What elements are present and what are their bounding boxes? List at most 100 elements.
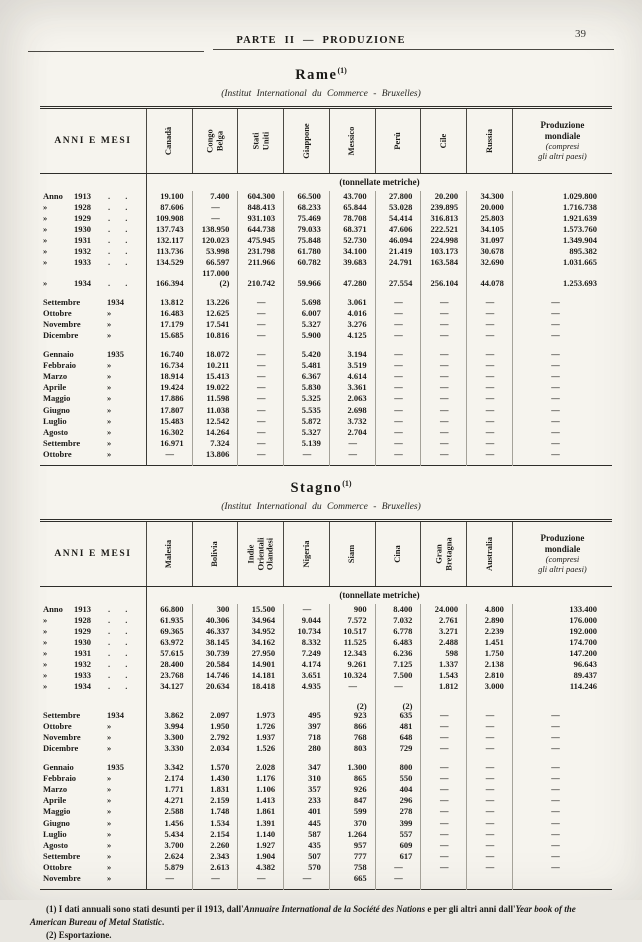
value-cell: 114.246 [511,681,612,693]
value-cell: 5.139 [283,437,330,449]
row-label: Marzo » [40,371,146,382]
value-cell: 4.800 [466,603,513,615]
country-column-label: Bolivia [209,541,220,567]
world-production-subnote: (compresi gli altri paesi) [538,140,587,161]
country-column-label: Stati Uniti [250,131,270,151]
value-cell: 475.945 [237,235,284,247]
value-cell: 316.813 [420,213,467,225]
row-year: 1931 [74,235,91,246]
value-cell: — [374,393,421,405]
value-cell: — [374,307,421,319]
value-cell: 5.830 [283,382,330,394]
value-cell: 609 [374,839,421,851]
value-cell: — [420,784,467,796]
value-cell: 777 [328,850,376,862]
value-cell: 21.419 [374,246,421,258]
value-cell: — [420,360,467,372]
value-cell: 2.488 [420,637,467,649]
value-cell: 166.394 [145,268,193,289]
country-column-label: Giappone [300,123,311,159]
row-label: » 1931 . . [40,235,146,246]
row-name: Anno [43,190,63,201]
value-cell: 399 [374,817,421,829]
value-cell: — [511,415,612,427]
value-cell: — [511,784,612,796]
value-cell: 3.330 [145,742,193,755]
value-cell: — [511,393,612,405]
value-cell: 13.226 [191,288,238,308]
country-column-label: Perù [392,132,403,150]
row-year: 1934 [107,709,124,720]
row-name: Novembre [43,872,81,883]
table-row: » 1928 . . 87.606—848.413 68.233 65.844 53.028… [40,201,612,214]
row-name: Maggio [43,393,71,404]
value-cell: — [191,201,238,214]
value-cell: 14.264 [191,426,238,438]
table-row: Anno 1913 . . 66.800 300 15.500—900 8.400 24.00… [40,603,612,615]
row-year: 1929 [74,626,91,636]
value-cell: 117.000 (2) [191,268,238,289]
value-cell: 5.434 [145,828,193,840]
row-year: 1931 [74,648,91,659]
value-cell: 8.400 [374,603,421,615]
table-row: Aprile» 19.424 19.022—5.830 3.361— — — — [40,382,612,394]
value-cell: 224.998 [420,235,467,247]
row-name: Settembre [43,709,81,720]
value-cell: 68.233 [283,201,330,214]
value-cell: — [466,817,513,829]
value-cell: 5.698 [283,288,330,308]
value-cell: — [466,850,513,862]
table-row: » 1930 . . 63.972 38.145 34.162 8.332 11.525 6.4… [40,637,612,649]
value-cell [511,872,612,890]
value-cell: 30.739 [191,648,238,660]
row-label: » 1931 . . [40,648,146,659]
header-rule [28,48,614,53]
country-column-header: Russia [466,107,513,174]
country-column-header: Cile [420,107,467,174]
value-cell: 46.094 [374,235,421,247]
value-cell: — [511,839,612,851]
value-cell: — [466,720,513,732]
value-cell: — [237,872,284,890]
value-cell: 2.260 [191,839,238,851]
value-cell: 1.534 [191,817,238,829]
value-cell: — [466,784,513,796]
value-cell: 1.337 [420,659,467,671]
value-cell: 231.798 [237,246,284,258]
row-name: » [43,681,48,692]
value-cell: — [466,742,513,755]
value-cell: 20.200 [420,190,467,202]
country-column-header: Siam [328,520,376,587]
country-column-header: Malesia [145,520,193,587]
table-row: Ottobre» 5.879 2.613 4.382 570 758— — — — [40,861,612,873]
value-cell: 103.173 [420,246,467,258]
value-cell: 900 [328,603,376,615]
world-production-subnote: (compresi gli altri paesi) [538,553,587,574]
value-cell: 176.000 [511,614,612,626]
value-cell: — [420,731,467,743]
value-cell: — [511,318,612,330]
value-cell: — [466,861,513,873]
value-cell: — [511,360,612,372]
value-cell: 137.743 [145,224,193,236]
value-cell: 63.972 [145,637,193,649]
table-row: » 1934. . 166.394 117.000 (2) 210.742 59.966 4… [40,268,612,289]
row-name: Agosto [43,426,69,437]
value-cell: — [511,307,612,319]
value-cell: — [420,341,467,361]
value-cell: 926 [328,784,376,796]
table-row: Settembre» 16.971 7.324—5.139— — — — — [40,437,612,449]
row-label: Maggio » [40,393,146,404]
row-name: Agosto [43,839,69,850]
row-dot-leaders: . . [108,213,128,224]
row-label: Agosto » [40,840,146,851]
row-name: » [43,224,48,235]
value-cell: 163.584 [420,257,467,269]
country-column-label: Australia [483,536,494,571]
value-cell: 46.337 [191,626,238,638]
table-row: Dicembre» 3.330 2.034 1.526 280 803 729— — — [40,742,612,755]
row-dot-leaders: . . [108,681,128,692]
value-cell: 5.325 [283,393,330,405]
value-cell: — [466,371,513,383]
value-cell: 43.700 [328,190,376,202]
